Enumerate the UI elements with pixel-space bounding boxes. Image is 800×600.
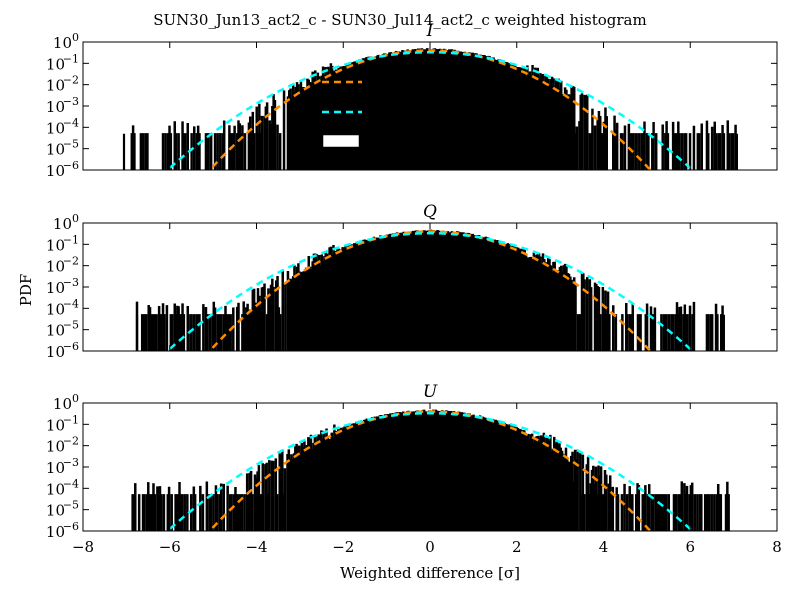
y-ticks: 10−610−510−410−310−210−110 0 [46,212,777,361]
data-histogram [131,409,730,531]
y-axis-label: PDF [17,274,35,307]
plot-area [135,229,725,351]
x-tick-label: −6 [159,538,181,556]
x-ticks: −8 −6 −4 −2 0 2 4 6 8 [72,403,782,556]
y-tick-label: 10 [46,55,65,73]
panel-title: Q [423,202,437,222]
y-tick-label: 10 [53,395,72,413]
y-tick-label: 10 [53,34,72,52]
panel-title: I [426,21,434,41]
y-tick-label: 10 [46,322,65,340]
y-tick-label: 10 [46,502,65,520]
legend-label: White noise [376,72,490,94]
y-tick-label: 10 [46,300,65,318]
y-tick-exponent: −4 [63,477,79,490]
histogram-edge-bar [722,314,725,351]
panels: 10−610−510−410−310−210−110 0 I10−610−510−4… [46,21,782,556]
y-tick-label: 10 [46,343,65,361]
y-tick-label: 10 [46,119,65,137]
white-noise-curve [208,410,652,531]
y-tick-label: 10 [46,258,65,276]
y-tick-label: 10 [46,523,65,541]
histogram-edge-bar [122,133,126,170]
y-tick-label: 10 [46,162,65,180]
legend-label: Data [376,131,422,153]
x-ticks [82,223,778,351]
white-noise-curve [208,49,652,170]
y-tick-exponent: −5 [63,138,79,151]
y-tick-label: 10 [46,416,65,434]
panel-q: 10−610−510−410−310−210−110 0 Q [46,202,778,361]
y-ticks: 10−610−510−410−310−210−110 0 [46,31,777,180]
plot-area [122,48,738,170]
y-tick-exponent: −1 [63,413,79,426]
y-tick-exponent: 0 [72,392,79,405]
x-tick-label: −2 [332,538,354,556]
x-tick-label: 8 [772,538,782,556]
y-tick-exponent: −5 [63,499,79,512]
figure-title: SUN30_Jun13_act2_c - SUN30_Jul14_act2_c … [153,11,646,29]
y-tick-exponent: −6 [63,159,79,172]
y-tick-label: 10 [46,279,65,297]
histogram-edge-bar [735,133,738,170]
panel-u: −8 −6 −4 −2 0 2 4 6 810−610−510−410−310−210−110 0… [46,382,782,556]
y-tick-label: 10 [53,215,72,233]
panel-title: U [423,382,438,402]
y-tick-label: 10 [46,480,65,498]
y-tick-exponent: −3 [63,276,79,289]
y-ticks: 10−610−510−410−310−210−110 0 [46,392,777,541]
y-tick-label: 10 [46,438,65,456]
y-tick-exponent: −3 [63,456,79,469]
y-tick-label: 10 [46,141,65,159]
histogram-edge-bar [131,494,134,531]
panel-i: 10−610−510−410−310−210−110 0 I [46,21,778,180]
y-tick-exponent: −2 [63,435,79,448]
x-tick-label: 4 [599,538,609,556]
plot-area [131,409,730,531]
y-tick-exponent: −5 [63,319,79,332]
y-tick-exponent: −2 [63,74,79,87]
y-tick-label: 10 [46,236,65,254]
y-tick-exponent: −4 [63,297,79,310]
y-tick-label: 10 [46,98,65,116]
fitted-gaussian-curve [165,50,695,170]
white-noise-curve [208,230,652,351]
x-tick-label: 2 [512,538,522,556]
y-tick-exponent: −2 [63,255,79,268]
x-tick-label: 6 [685,538,695,556]
legend-item: Fitted Gaussian [322,102,528,124]
x-tick-label: 0 [425,538,435,556]
y-tick-exponent: 0 [72,31,79,44]
y-tick-exponent: −6 [63,520,79,533]
x-tick-label: −8 [72,538,94,556]
legend-item: Data [320,131,422,153]
y-tick-label: 10 [46,459,65,477]
data-histogram [130,48,737,170]
y-tick-exponent: −1 [63,233,79,246]
y-tick-exponent: −1 [63,52,79,65]
legend: White noise Fitted Gaussian Data [320,72,528,153]
legend-swatch [320,132,362,150]
legend-label: Fitted Gaussian [376,102,528,124]
y-tick-label: 10 [46,77,65,95]
y-tick-exponent: −4 [63,116,79,129]
x-ticks [82,42,778,170]
x-axis-label: Weighted difference [σ] [340,564,520,582]
fitted-gaussian-curve [165,411,695,531]
histogram-edge-bar [727,494,730,531]
fitted-gaussian-curve [165,231,695,351]
x-tick-label: −4 [245,538,267,556]
y-tick-exponent: −3 [63,95,79,108]
y-tick-exponent: −6 [63,340,79,353]
legend-item: White noise [322,72,490,94]
histogram-edge-bar [135,314,139,351]
y-tick-exponent: 0 [72,212,79,225]
